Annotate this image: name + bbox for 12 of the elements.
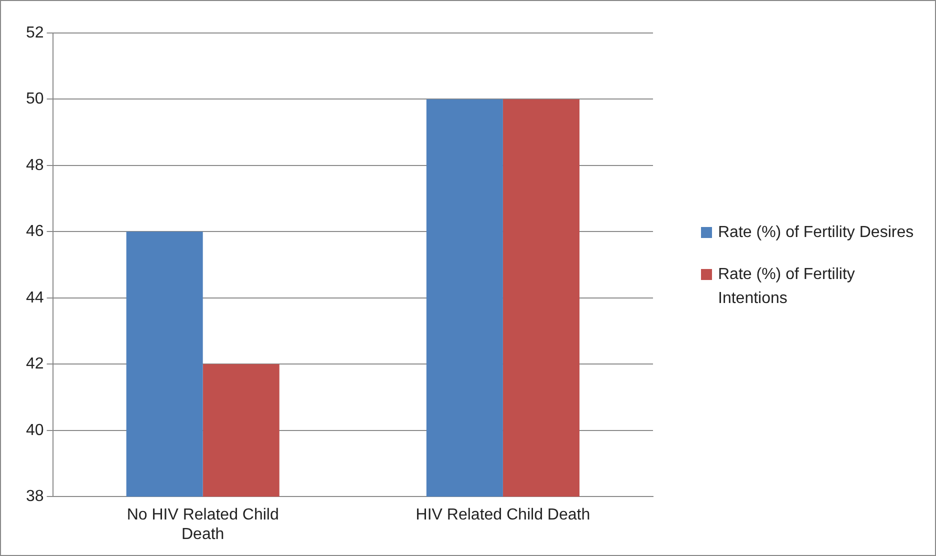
y-tick-label: 44 xyxy=(26,289,44,306)
y-tick-label: 38 xyxy=(26,488,44,506)
legend-label: Rate (%) of Fertility Desires xyxy=(718,223,914,243)
x-tick-label: No HIV Related Child Death xyxy=(126,506,279,543)
y-tick-label: 48 xyxy=(26,156,44,174)
y-tick-label: 40 xyxy=(26,422,44,439)
y-tick-label: 52 xyxy=(26,24,44,42)
y-tick-label: 46 xyxy=(26,223,44,240)
legend-label: Rate (%) of Fertility Intentions xyxy=(718,265,856,309)
y-tick-label: 50 xyxy=(26,90,44,108)
x-tick-label: HIV Related Child Death xyxy=(416,506,590,524)
y-tick-label: 42 xyxy=(26,356,44,373)
